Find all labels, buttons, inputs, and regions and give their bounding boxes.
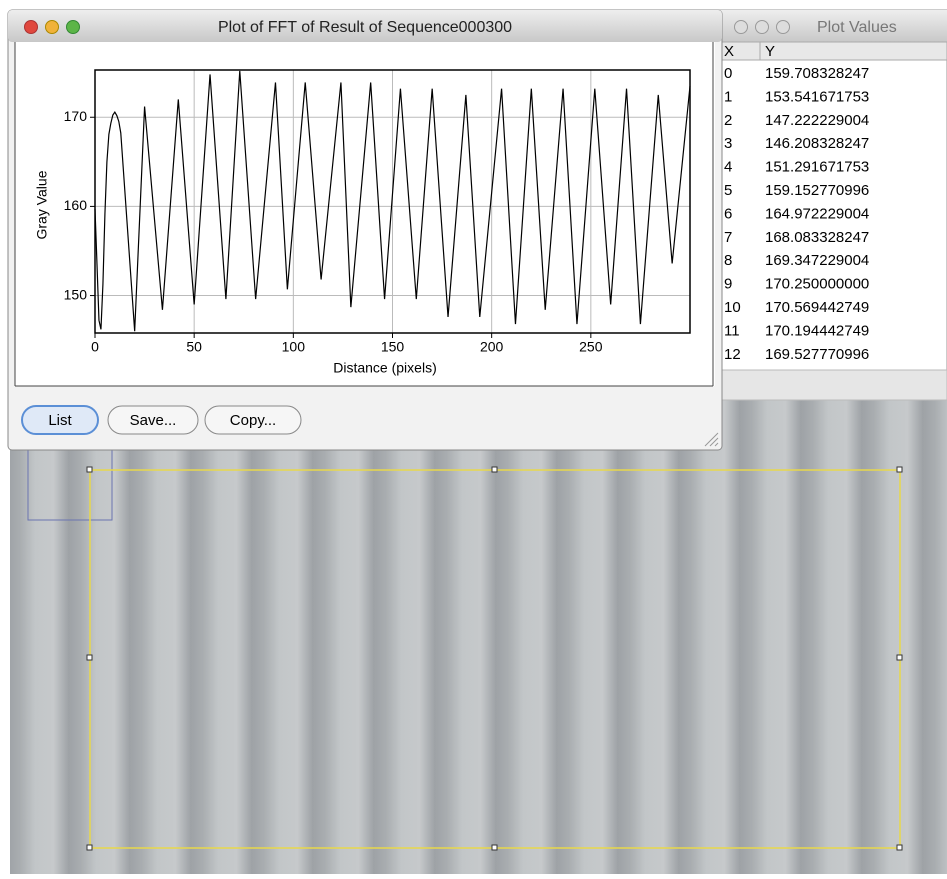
minimize-button[interactable] <box>755 20 769 34</box>
x-tick-label: 50 <box>186 339 202 355</box>
window-frame <box>717 9 947 401</box>
cell-y: 146.208328247 <box>765 135 869 152</box>
button[interactable] <box>107 405 199 435</box>
cell-y: 151.291671753 <box>765 159 869 176</box>
cell-y: 147.222229004 <box>765 112 869 129</box>
cell-y: 159.708328247 <box>765 65 869 82</box>
y-tick-label: 150 <box>64 286 88 302</box>
cell-y: 153.541671753 <box>765 88 869 105</box>
x-tick-label: 100 <box>282 339 306 355</box>
cell-x: 8 <box>724 252 732 269</box>
cell-x: 9 <box>724 276 732 293</box>
x-tick-label: 150 <box>381 339 405 355</box>
button[interactable] <box>204 405 302 435</box>
values-window: Plot Values X Y 0 159.708328247 1 153.54167… <box>717 9 947 401</box>
plot-canvas <box>15 42 715 386</box>
minimize-button[interactable] <box>45 20 59 34</box>
plot-frame <box>94 69 691 334</box>
cell-x: 12 <box>724 346 741 363</box>
cell-x: 1 <box>724 88 732 105</box>
cell-x: 2 <box>724 112 732 129</box>
y-tick-label: 170 <box>64 108 88 124</box>
y-tick-label: 160 <box>64 197 88 213</box>
resize-grip[interactable] <box>704 432 719 447</box>
cell-y: 169.347229004 <box>765 252 869 269</box>
x-tick-label: 250 <box>579 339 603 355</box>
cell-x: 7 <box>724 229 732 246</box>
x-tick-label: 0 <box>91 339 99 355</box>
button-label[interactable]: Copy... <box>230 412 276 429</box>
cell-y: 170.194442749 <box>765 322 869 339</box>
button-label[interactable]: List <box>48 412 72 429</box>
column-header[interactable]: Y <box>765 43 775 60</box>
title-bar <box>8 10 722 42</box>
cell-y: 170.569442749 <box>765 299 869 316</box>
zoom-button[interactable] <box>776 20 790 34</box>
data-line <box>94 70 691 332</box>
cell-x: 0 <box>724 65 732 82</box>
table-header <box>717 41 947 61</box>
cell-y: 159.152770996 <box>765 182 869 199</box>
cell-x: 5 <box>724 182 732 199</box>
close-button[interactable] <box>734 20 748 34</box>
cell-x: 4 <box>724 159 732 176</box>
zoom-button[interactable] <box>66 20 80 34</box>
cell-x: 10 <box>724 299 741 316</box>
window-title: Plot Values <box>817 19 897 36</box>
button[interactable] <box>21 405 99 435</box>
button-label[interactable]: Save... <box>130 412 177 429</box>
roi-handles <box>86 466 903 851</box>
window-title: Plot of FFT of Result of Sequence000300 <box>218 19 512 36</box>
plot-window: Plot of FFT of Result of Sequence000300 … <box>7 9 723 451</box>
cell-x: 6 <box>724 205 732 222</box>
cell-y: 169.527770996 <box>765 346 869 363</box>
x-tick-label: 200 <box>480 339 504 355</box>
column-header[interactable]: X <box>724 43 734 60</box>
cell-y: 168.083328247 <box>765 229 869 246</box>
image-canvas <box>10 380 947 874</box>
cell-y: 170.250000000 <box>765 276 869 293</box>
cell-x: 3 <box>724 135 732 152</box>
y-axis-label: Gray Value <box>34 170 50 239</box>
cell-x: 11 <box>724 322 740 339</box>
cell-y: 164.972229004 <box>765 205 869 222</box>
x-axis-label: Distance (pixels) <box>333 360 436 376</box>
scrollbar[interactable] <box>717 369 947 401</box>
close-button[interactable] <box>24 20 38 34</box>
